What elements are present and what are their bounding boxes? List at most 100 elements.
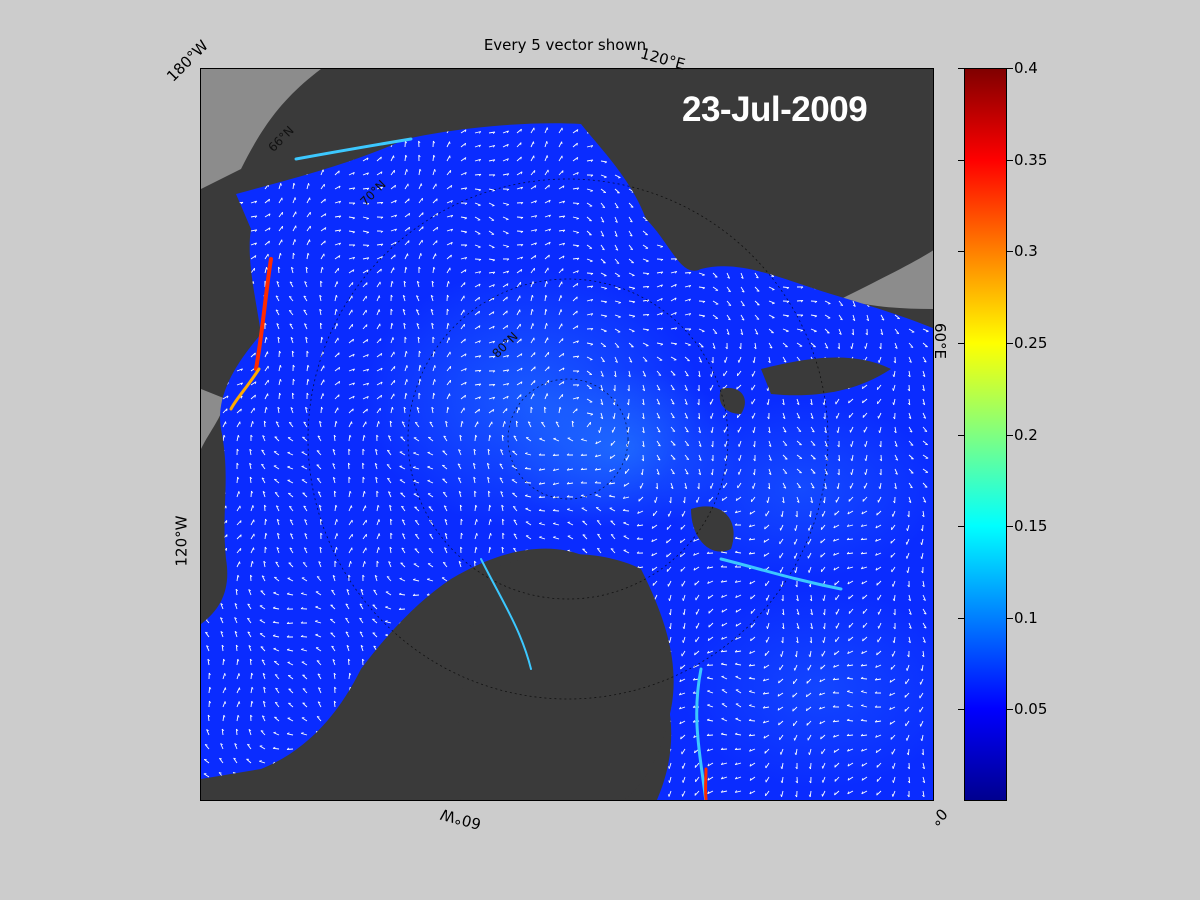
velocity-vector-head [646,299,650,302]
velocity-vector [263,420,266,428]
velocity-vector-head [234,630,238,634]
velocity-vector [698,370,701,377]
velocity-vector [907,566,910,573]
velocity-vector [319,547,322,554]
velocity-vector [399,465,406,470]
velocity-vector-head [866,304,870,307]
velocity-vector [763,720,770,724]
velocity-vector-head [464,269,467,273]
velocity-vector [488,216,495,221]
velocity-vector [362,505,366,512]
velocity-vector-head [670,486,674,490]
velocity-vector-head [416,323,420,326]
velocity-vector-head [590,328,594,331]
velocity-vector-head [800,286,804,289]
velocity-vector [735,594,742,599]
velocity-vector [796,454,803,459]
velocity-vector-head [847,581,850,585]
velocity-vector-head [874,720,878,723]
velocity-vector [530,393,535,400]
velocity-vector [511,465,518,470]
velocity-vector [628,230,633,237]
velocity-vector [516,381,523,386]
velocity-vector-head [448,281,450,284]
velocity-vector [681,650,686,657]
velocity-vector-head [332,574,336,578]
velocity-vector-head [920,542,923,546]
velocity-vector [600,174,607,178]
velocity-vector [558,170,564,176]
velocity-vector [669,594,672,601]
velocity-vector-head [786,287,790,290]
velocity-vector [288,310,294,316]
velocity-vector-head [889,721,892,725]
velocity-vector-head [280,183,282,186]
velocity-vector-head [566,453,570,456]
velocity-vector [680,538,686,544]
velocity-vector-head [674,312,677,315]
velocity-vector [558,185,565,190]
velocity-vector [613,412,616,419]
velocity-vector [303,309,308,316]
velocity-vector-head [402,533,405,536]
velocity-vector-head [864,444,866,447]
velocity-vector-head [426,593,430,596]
velocity-vector [609,454,616,459]
velocity-vector-head [237,476,240,480]
velocity-vector-head [238,491,240,494]
velocity-vector-head [492,189,496,192]
velocity-vector-head [546,155,549,158]
velocity-vector [656,244,663,248]
velocity-vector [362,547,367,554]
velocity-vector [679,678,686,683]
velocity-vector-head [321,406,324,410]
velocity-vector-head [750,638,752,641]
velocity-vector [558,338,564,344]
velocity-vector [376,407,381,414]
velocity-vector [908,454,914,460]
velocity-vector-head [711,444,714,448]
velocity-vector-head [317,673,321,676]
velocity-vector [893,370,896,377]
velocity-vector-head [852,304,856,307]
velocity-vector-head [832,719,836,723]
velocity-vector [735,703,742,708]
velocity-vector [316,716,322,722]
velocity-vector [544,393,548,400]
velocity-vector-head [657,458,661,461]
velocity-vector-head [590,313,594,316]
velocity-vector-head [576,384,580,387]
velocity-vector-head [894,486,897,490]
velocity-vector-head [783,486,787,489]
velocity-vector [904,692,910,698]
velocity-vector [474,355,481,358]
velocity-vector [524,482,532,484]
velocity-vector-head [763,665,766,669]
velocity-vector [586,398,593,403]
velocity-vector [289,323,294,330]
velocity-vector [375,449,378,456]
velocity-vector-head [251,490,254,494]
velocity-vector [315,591,322,596]
velocity-vector [446,323,449,330]
velocity-vector-head [921,514,925,518]
velocity-vector [763,552,770,557]
velocity-vector-head [433,140,436,144]
velocity-vector-head [894,346,898,349]
velocity-vector [276,323,280,330]
velocity-vector [862,608,868,614]
velocity-vector [428,506,434,512]
velocity-vector [474,547,477,554]
velocity-vector-head [434,379,436,382]
velocity-vector-head [920,738,923,742]
velocity-vector [876,650,882,656]
velocity-vector [922,468,929,473]
velocity-vector [684,384,688,391]
velocity-vector [362,172,369,176]
velocity-vector [276,519,280,526]
velocity-vector-head [408,227,411,230]
velocity-vector-head [305,336,308,340]
velocity-vector-head [273,731,277,733]
velocity-vector-head [562,229,566,233]
velocity-vector [876,510,882,516]
